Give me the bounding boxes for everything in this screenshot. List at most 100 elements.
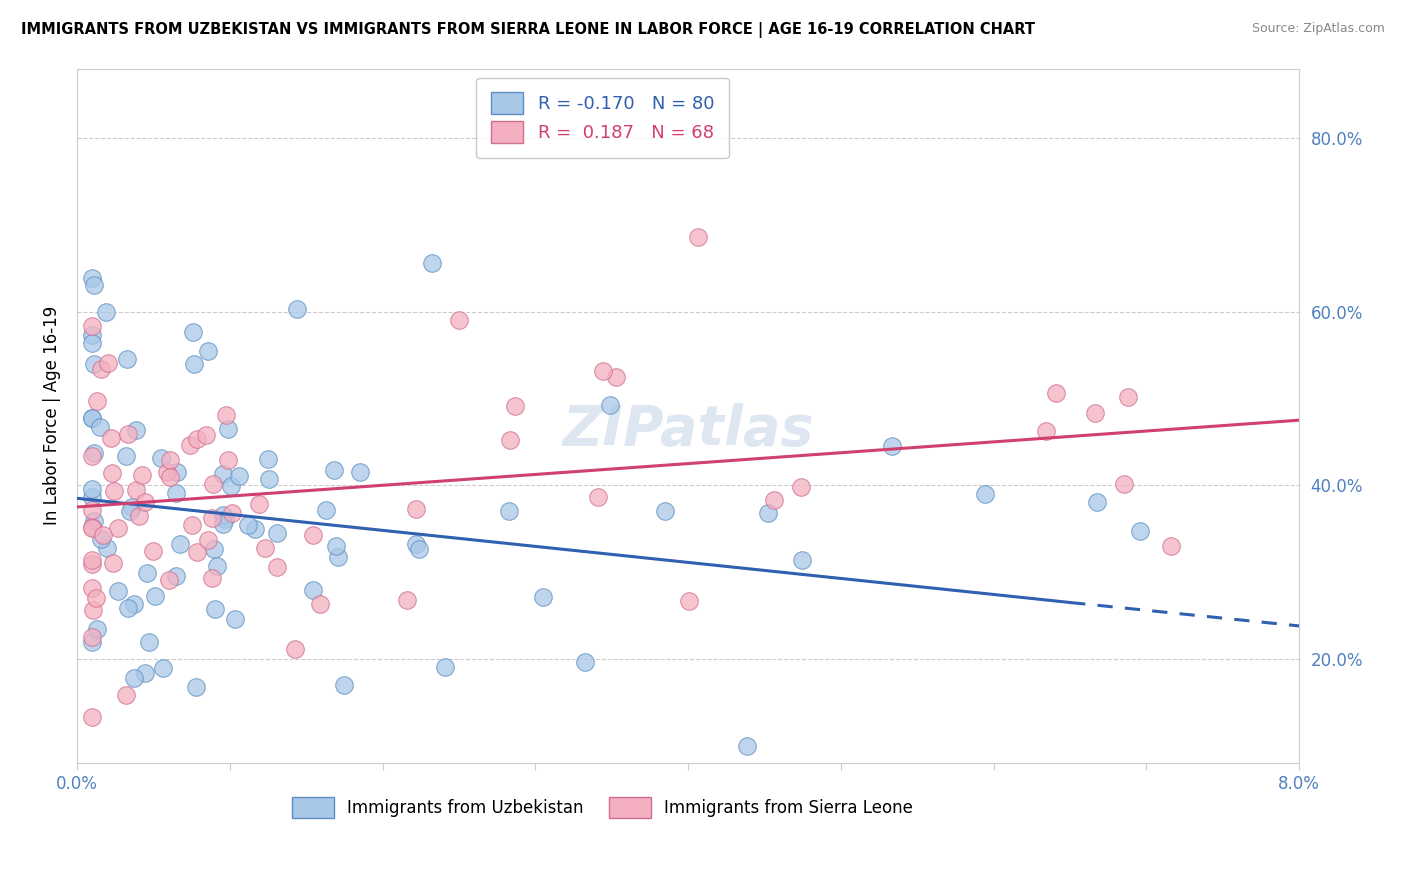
Point — [405, 537, 427, 551]
Point — [503, 399, 526, 413]
Point — [201, 571, 224, 585]
Point — [142, 544, 165, 558]
Point — [197, 343, 219, 358]
Point — [214, 512, 236, 526]
Point — [96, 305, 118, 319]
Point — [447, 312, 470, 326]
Point — [96, 541, 118, 555]
Point — [82, 327, 104, 342]
Point — [301, 528, 323, 542]
Point — [103, 483, 125, 498]
Point — [165, 569, 187, 583]
Point — [284, 642, 307, 657]
Point — [315, 502, 337, 516]
Point — [82, 710, 104, 724]
Point — [86, 394, 108, 409]
Point — [82, 319, 104, 334]
Point — [201, 477, 224, 491]
Point — [1129, 524, 1152, 538]
Point — [1160, 539, 1182, 553]
Point — [101, 556, 124, 570]
Point — [90, 362, 112, 376]
Point — [155, 465, 177, 479]
Point — [83, 357, 105, 371]
Point — [82, 411, 104, 425]
Point — [574, 656, 596, 670]
Point — [1084, 406, 1107, 420]
Text: ZIPatlas: ZIPatlas — [562, 402, 814, 457]
Point — [499, 433, 522, 447]
Point — [134, 666, 156, 681]
Point — [82, 271, 104, 285]
Point — [599, 398, 621, 412]
Point — [349, 465, 371, 479]
Point — [82, 630, 104, 644]
Point — [592, 364, 614, 378]
Point — [97, 356, 120, 370]
Point — [159, 470, 181, 484]
Point — [124, 483, 146, 497]
Point — [150, 450, 173, 465]
Point — [498, 504, 520, 518]
Point — [309, 597, 332, 611]
Point — [254, 541, 277, 555]
Point — [181, 325, 204, 339]
Point — [219, 479, 242, 493]
Point — [221, 506, 243, 520]
Point — [302, 582, 325, 597]
Point — [224, 612, 246, 626]
Point — [82, 520, 104, 534]
Point — [202, 541, 225, 556]
Point — [212, 508, 235, 522]
Point — [217, 453, 239, 467]
Point — [107, 521, 129, 535]
Point — [82, 336, 104, 351]
Legend: Immigrants from Uzbekistan, Immigrants from Sierra Leone: Immigrants from Uzbekistan, Immigrants f… — [285, 790, 920, 824]
Point — [654, 504, 676, 518]
Point — [82, 553, 104, 567]
Point — [157, 574, 180, 588]
Point — [420, 256, 443, 270]
Point — [82, 503, 104, 517]
Point — [396, 593, 419, 607]
Point — [792, 553, 814, 567]
Point — [266, 560, 288, 574]
Point — [186, 680, 208, 694]
Point — [678, 594, 700, 608]
Point — [204, 602, 226, 616]
Point — [228, 469, 250, 483]
Point — [115, 449, 138, 463]
Point — [117, 426, 139, 441]
Point — [86, 622, 108, 636]
Point — [82, 410, 104, 425]
Point — [159, 453, 181, 467]
Point — [128, 509, 150, 524]
Point — [84, 591, 107, 605]
Point — [238, 518, 260, 533]
Point — [212, 516, 235, 531]
Point — [322, 463, 344, 477]
Point — [605, 370, 627, 384]
Point — [1035, 425, 1057, 439]
Point — [83, 514, 105, 528]
Point — [82, 491, 104, 505]
Point — [205, 559, 228, 574]
Point — [186, 545, 208, 559]
Point — [100, 466, 122, 480]
Point — [83, 278, 105, 293]
Point — [1116, 390, 1139, 404]
Point — [531, 590, 554, 604]
Point — [735, 739, 758, 753]
Point — [1114, 476, 1136, 491]
Point — [82, 635, 104, 649]
Point — [179, 438, 201, 452]
Point — [134, 494, 156, 508]
Point — [122, 597, 145, 611]
Point — [763, 492, 786, 507]
Point — [90, 533, 112, 547]
Point — [138, 634, 160, 648]
Point — [325, 539, 347, 553]
Point — [186, 432, 208, 446]
Point — [326, 549, 349, 564]
Point — [217, 421, 239, 435]
